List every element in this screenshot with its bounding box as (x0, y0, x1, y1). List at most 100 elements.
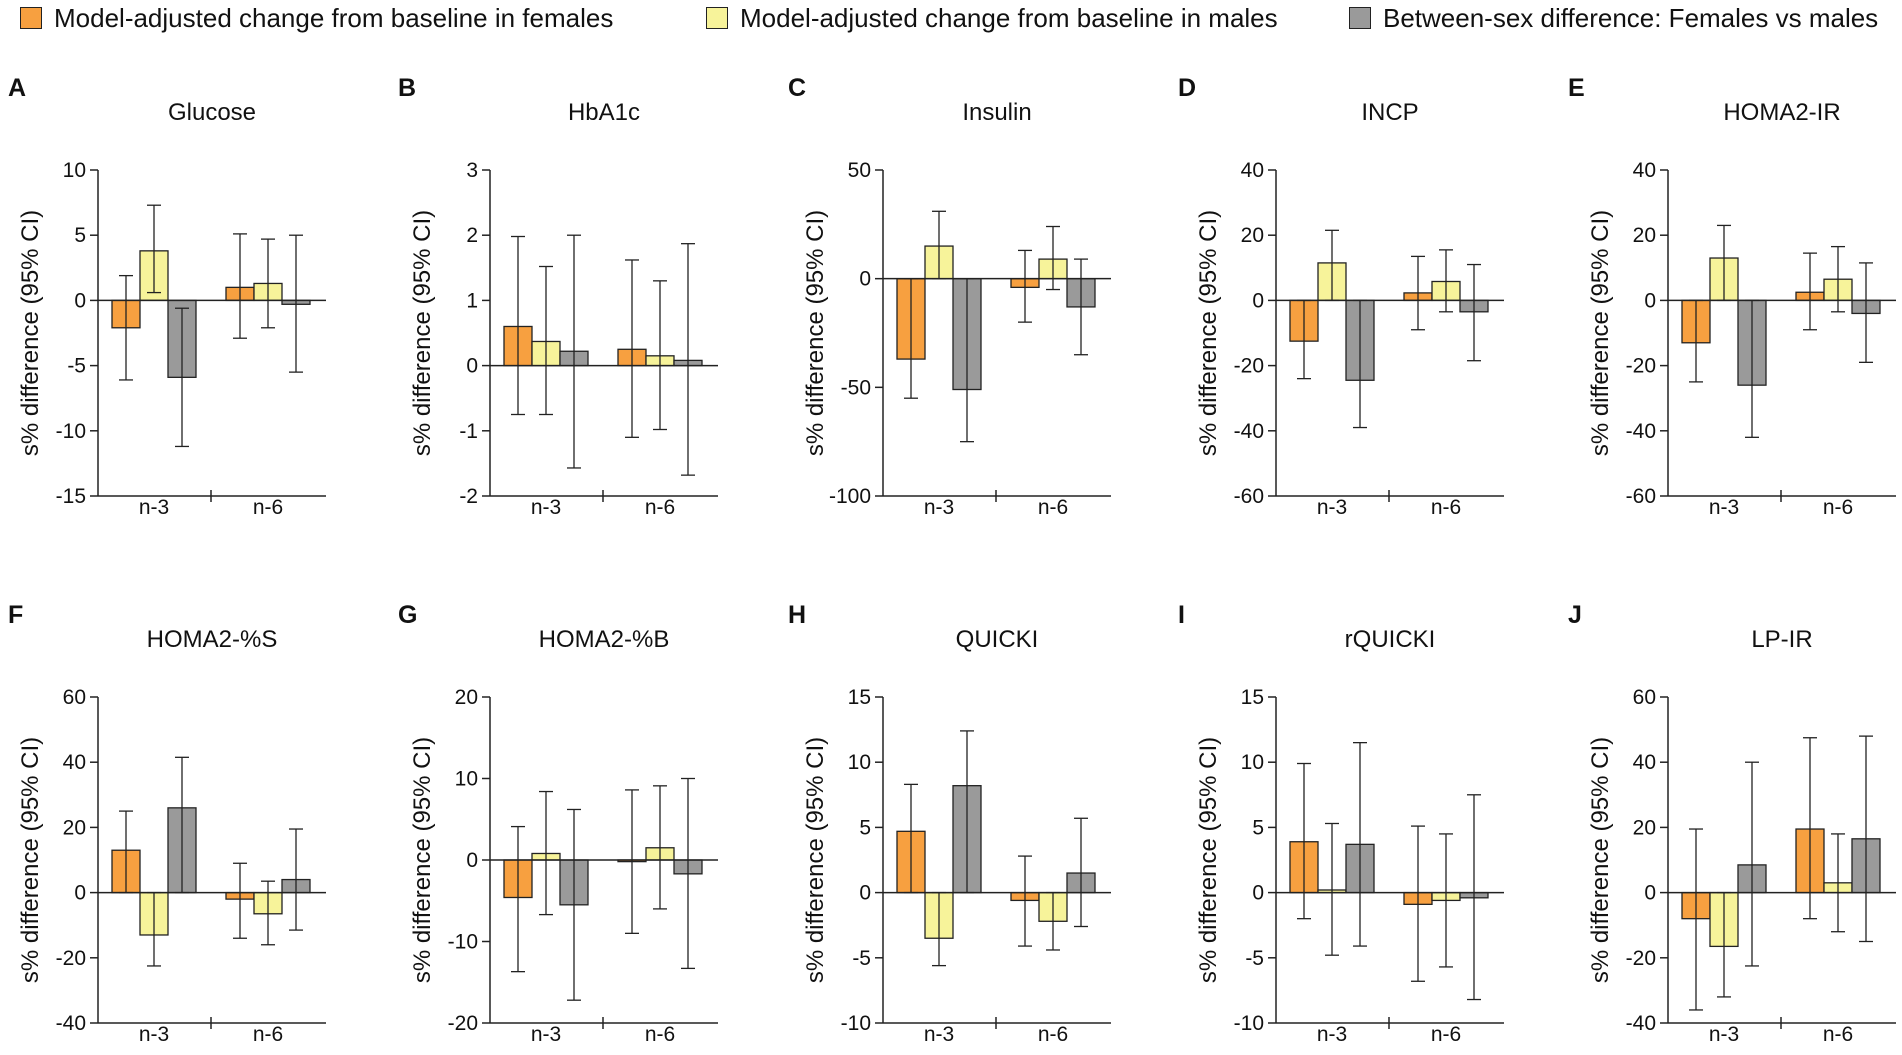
panel-h-ytick-label: 0 (859, 882, 871, 905)
panel-i-xtick-label: n-3 (1317, 1023, 1347, 1046)
panel-f-ytick-label: -40 (56, 1012, 86, 1035)
panel-g-ytick-label: 0 (466, 849, 478, 872)
panel-h-ytick-label: -10 (841, 1012, 871, 1035)
panel-g-xtick-label: n-6 (645, 1023, 675, 1046)
panel-d-ytick-label: 40 (1241, 159, 1264, 182)
panel-c-ytick-label: -50 (841, 376, 871, 399)
panel-b: B HbA1c s% difference (95% CI) -2 -1 0 1 2 3 n-3 n… (398, 74, 718, 519)
panel-g-ytick-label: -20 (448, 1012, 478, 1035)
panel-e-ytick-label: -60 (1626, 485, 1656, 508)
panel-d-ytick-label: 0 (1252, 289, 1264, 312)
panel-d-ytick-label: -20 (1234, 355, 1264, 378)
panel-b-ylabel: s% difference (95% CI) (409, 210, 436, 456)
panel-a-ytick-label: -15 (56, 485, 86, 508)
panel-f-title: HOMA2-%S (147, 626, 278, 653)
panel-f-ytick-label: 60 (63, 686, 86, 709)
panel-b-letter: B (398, 74, 416, 102)
panel-c-title: Insulin (962, 99, 1031, 126)
panel-j-ytick-label: -20 (1626, 947, 1656, 970)
legend-swatch-males (706, 7, 728, 29)
panel-f-ytick-label: 0 (74, 882, 86, 905)
panel-h-ylabel: s% difference (95% CI) (802, 737, 829, 983)
panel-g-ytick-label: 10 (455, 768, 478, 791)
panel-f-ytick-label: -20 (56, 947, 86, 970)
panel-j: J LP-IR s% difference (95% CI) -40 -20 0 20 40 6… (1568, 601, 1896, 1046)
panel-c: C Insulin s% difference (95% CI) -100 -50 0 50… (788, 74, 1111, 519)
panel-a-ytick-label: 0 (74, 289, 86, 312)
panel-f-xtick-label: n-6 (253, 1023, 283, 1046)
panel-h-letter: H (788, 601, 806, 629)
panel-c-ytick-label: 50 (848, 159, 871, 182)
panel-d-ytick-label: 20 (1241, 224, 1264, 247)
panel-b-ytick-label: -1 (459, 420, 478, 443)
panel-a-xtick-label: n-3 (139, 496, 169, 519)
legend-item-difference: Between-sex difference: Females vs males (1349, 2, 1878, 34)
panel-b-ytick-label: 1 (466, 289, 478, 312)
legend: Model-adjusted change from baseline in f… (0, 0, 1902, 40)
panel-i-letter: I (1178, 601, 1185, 629)
panel-d: D INCP s% difference (95% CI) -60 -40 -20 0 20 4… (1178, 74, 1504, 519)
panel-g-xtick-label: n-3 (531, 1023, 561, 1046)
panel-d-xtick-label: n-3 (1317, 496, 1347, 519)
panel-h-title: QUICKI (956, 626, 1039, 653)
panel-d-ytick-label: -40 (1234, 420, 1264, 443)
panel-g-ytick-label: -10 (448, 931, 478, 954)
panel-b-xtick-label: n-6 (645, 496, 675, 519)
panel-i-ytick-label: -5 (1245, 947, 1264, 970)
panel-i-ytick-label: 10 (1241, 751, 1264, 774)
panel-b-ytick-label: 2 (466, 224, 478, 247)
panel-i-title: rQUICKI (1345, 626, 1436, 653)
panel-g-ylabel: s% difference (95% CI) (409, 737, 436, 983)
panel-j-ytick-label: 40 (1633, 751, 1656, 774)
legend-swatch-females (20, 7, 42, 29)
panel-c-ylabel: s% difference (95% CI) (802, 210, 829, 456)
panel-e-ytick-label: -40 (1626, 420, 1656, 443)
panel-j-ytick-label: 20 (1633, 816, 1656, 839)
legend-label-difference: Between-sex difference: Females vs males (1383, 2, 1879, 33)
panel-f-ytick-label: 40 (63, 751, 86, 774)
panel-d-xtick-label: n-6 (1431, 496, 1461, 519)
panel-g-ytick-label: 20 (455, 686, 478, 709)
panel-e-title: HOMA2-IR (1723, 99, 1840, 126)
panel-d-letter: D (1178, 74, 1196, 102)
panel-d-ylabel: s% difference (95% CI) (1195, 210, 1222, 456)
panel-f-ytick-label: 20 (63, 816, 86, 839)
panel-e-letter: E (1568, 74, 1585, 102)
panel-a-ytick-label: 5 (74, 224, 86, 247)
panel-h: H QUICKI s% difference (95% CI) -10 -5 0 5 10 15… (788, 601, 1111, 1046)
panel-f: F HOMA2-%S s% difference (95% CI) -40 -20 0 20… (8, 601, 326, 1046)
panel-e-ytick-label: 40 (1633, 159, 1656, 182)
panel-e: E HOMA2-IR s% difference (95% CI) -60 -40 -20… (1568, 74, 1896, 519)
panel-a-ytick-label: -5 (67, 355, 86, 378)
panel-e-ytick-label: 0 (1644, 289, 1656, 312)
panel-a-xtick-label: n-6 (253, 496, 283, 519)
panel-a-ylabel: s% difference (95% CI) (17, 210, 44, 456)
panel-e-ylabel: s% difference (95% CI) (1587, 210, 1614, 456)
panel-f-letter: F (8, 601, 23, 629)
panel-c-letter: C (788, 74, 806, 102)
panel-h-ytick-label: 5 (859, 816, 871, 839)
panel-e-xtick-label: n-6 (1823, 496, 1853, 519)
legend-item-females: Model-adjusted change from baseline in f… (20, 2, 613, 34)
panel-c-ytick-label: 0 (859, 268, 871, 291)
panel-h-xtick-label: n-3 (924, 1023, 954, 1046)
panel-a-ytick-label: 10 (63, 159, 86, 182)
panel-b-title: HbA1c (568, 99, 640, 126)
panel-g-letter: G (398, 601, 417, 629)
panel-b-ytick-label: 3 (466, 159, 478, 182)
legend-swatch-difference (1349, 7, 1371, 29)
panel-a-letter: A (8, 74, 26, 102)
panel-e-xtick-label: n-3 (1709, 496, 1739, 519)
panel-a: A Glucose s% difference (95% CI) -15 -10 -5 0 5… (8, 74, 326, 519)
panel-h-ytick-label: -5 (852, 947, 871, 970)
panel-i-ytick-label: 0 (1252, 882, 1264, 905)
panel-b-ytick-label: -2 (459, 485, 478, 508)
panel-g-title: HOMA2-%B (539, 626, 670, 653)
panel-i-ytick-label: -10 (1234, 1012, 1264, 1035)
panel-h-ytick-label: 15 (848, 686, 871, 709)
legend-label-males: Model-adjusted change from baseline in m… (740, 2, 1278, 33)
panel-h-ytick-label: 10 (848, 751, 871, 774)
panel-j-ytick-label: 60 (1633, 686, 1656, 709)
